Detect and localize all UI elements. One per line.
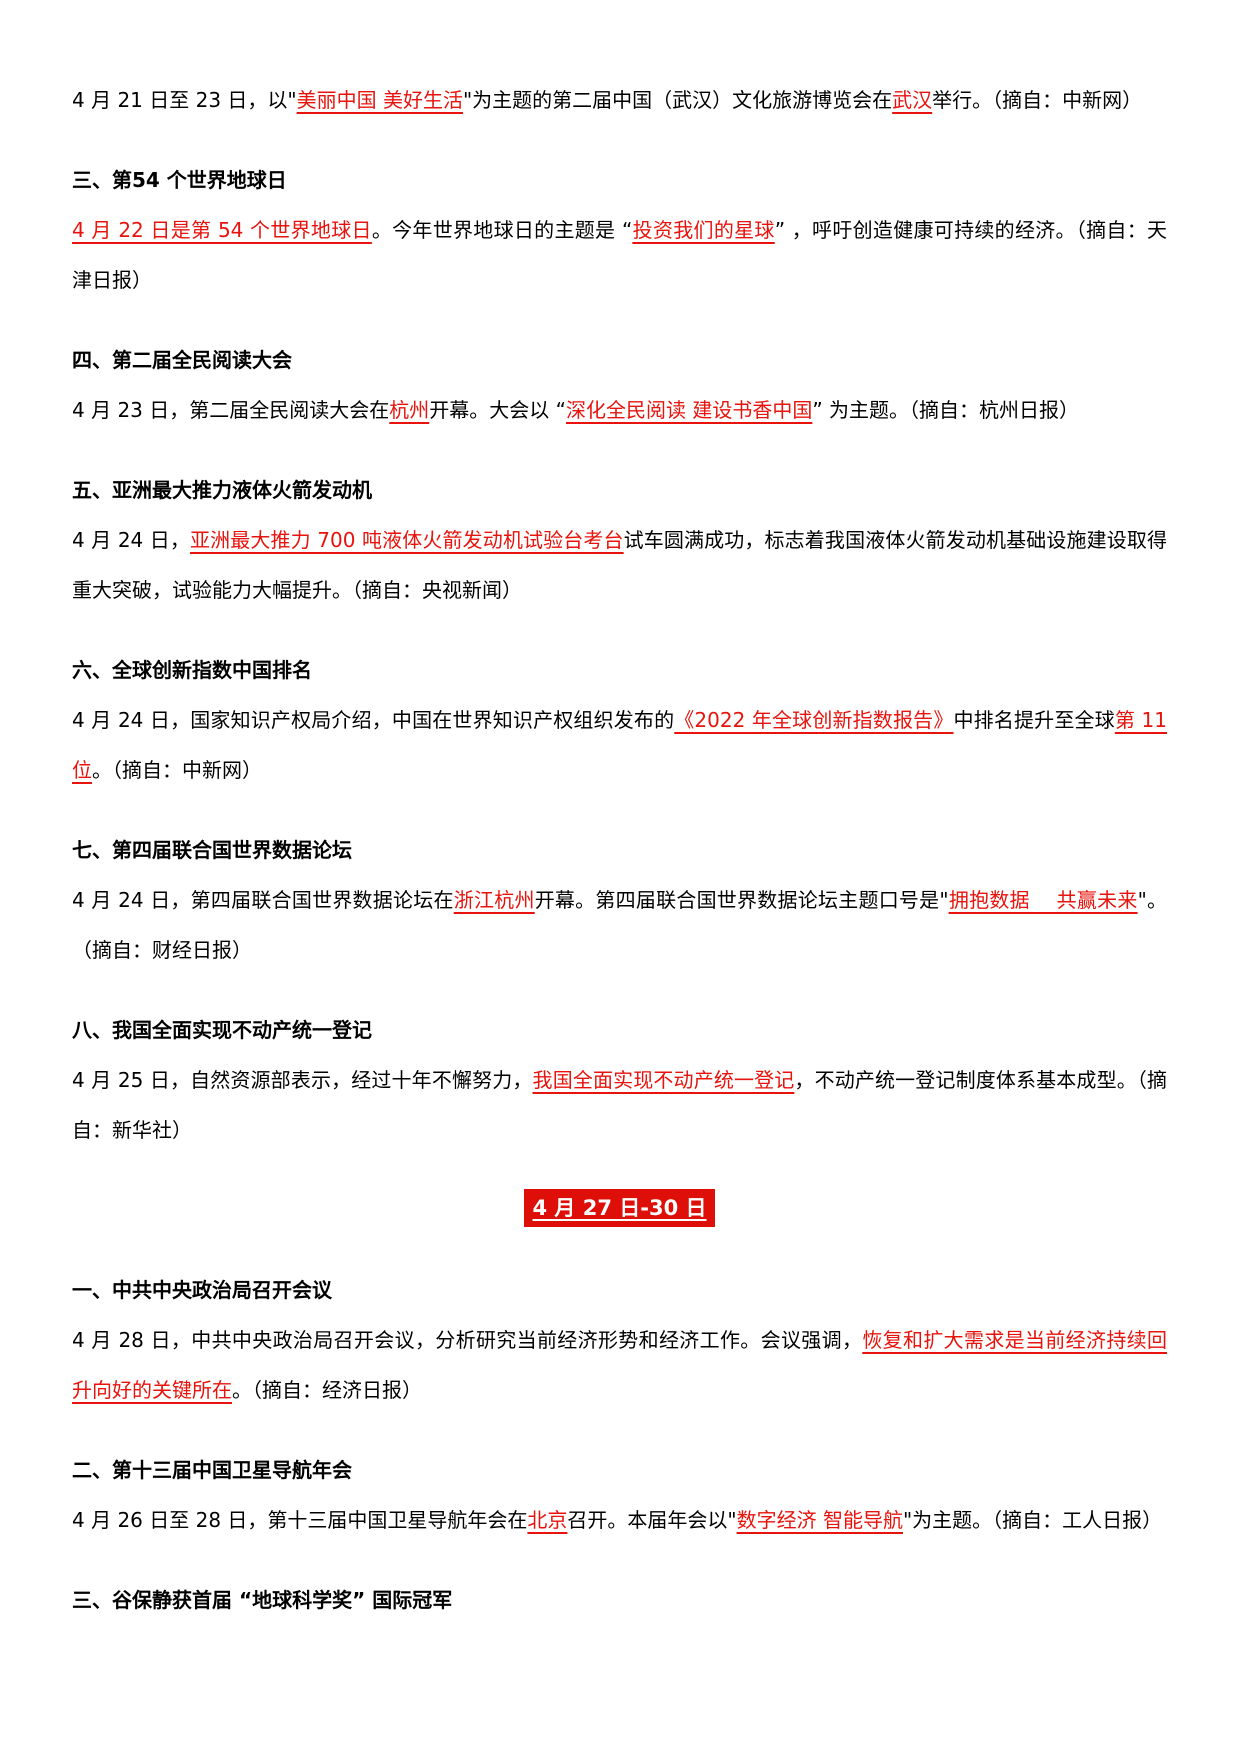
section-heading: 七、第四届联合国世界数据论坛 bbox=[72, 838, 352, 862]
highlighted-text: 美丽中国 美好生活 bbox=[296, 88, 463, 112]
body-text: 。今年世界地球日的主题是 “ bbox=[371, 218, 633, 242]
body-text: "。（摘自：财经日报） bbox=[72, 888, 1168, 962]
body-text: 4 月 26 日至 28 日，第十三届中国卫星导航年会在 bbox=[72, 1508, 528, 1532]
section-heading: 六、全球创新指数中国排名 bbox=[72, 658, 312, 682]
paragraph: 4 月 21 日至 23 日，以"美丽中国 美好生活"为主题的第二届中国（武汉）… bbox=[72, 75, 1167, 125]
section-heading: 四、第二届全民阅读大会 bbox=[72, 348, 292, 372]
paragraph: 4 月 22 日是第 54 个世界地球日。今年世界地球日的主题是 “投资我们的星… bbox=[72, 205, 1167, 305]
date-banner: 4 月 27 日-30 日 bbox=[524, 1189, 715, 1227]
section-heading: 一、中共中央政治局召开会议 bbox=[72, 1278, 332, 1302]
date-banner-row: 4 月 27 日-30 日 bbox=[72, 1185, 1167, 1235]
body-text: 4 月 23 日，第二届全民阅读大会在 bbox=[72, 398, 390, 422]
highlighted-text: 武汉 bbox=[892, 88, 933, 112]
body-text: 。（摘自：经济日报） bbox=[232, 1378, 422, 1402]
highlighted-text: 第 11 位 bbox=[72, 708, 1167, 782]
highlighted-text: 4 月 22 日是第 54 个世界地球日 bbox=[72, 218, 372, 242]
body-text: ，不动产统一登记制度体系基本成型。（摘自：新华社） bbox=[72, 1068, 1168, 1142]
paragraph: 4 月 24 日，亚洲最大推力 700 吨液体火箭发动机试验台考台试车圆满成功，… bbox=[72, 515, 1167, 615]
body-text: ” 为主题。（摘自：杭州日报） bbox=[812, 398, 1080, 422]
highlighted-text: 深化全民阅读 建设书香中国 bbox=[565, 398, 813, 422]
body-text: 试车圆满成功，标志着我国液体火箭发动机基础设施建设取得重大突破，试验能力大幅提升… bbox=[72, 528, 1168, 602]
document-content: 4 月 21 日至 23 日，以"美丽中国 美好生活"为主题的第二届中国（武汉）… bbox=[72, 75, 1167, 1625]
body-text: 。（摘自：中新网） bbox=[92, 758, 262, 782]
highlighted-text: 拥抱数据 共赢未来 bbox=[948, 888, 1138, 912]
highlighted-text: 《2022 年全球创新指数报告》 bbox=[674, 708, 954, 732]
highlighted-text: 投资我们的星球 bbox=[632, 218, 775, 242]
body-text: "为主题。（摘自：工人日报） bbox=[902, 1508, 1163, 1532]
section-heading: 八、我国全面实现不动产统一登记 bbox=[72, 1018, 372, 1042]
body-text: 4 月 25 日，自然资源部表示，经过十年不懈努力， bbox=[72, 1068, 533, 1092]
section-heading: 五、亚洲最大推力液体火箭发动机 bbox=[72, 478, 372, 502]
body-text: ” ，呼吁创造健康可持续的经济。（摘自：天津日报） bbox=[72, 218, 1168, 292]
highlighted-text: 恢复和扩大需求是当前经济持续回升向好的关键所在 bbox=[72, 1328, 1168, 1402]
body-text: 举行。（摘自：中新网） bbox=[932, 88, 1143, 112]
section-heading: 二、第十三届中国卫星导航年会 bbox=[72, 1458, 352, 1482]
highlighted-text: 亚洲最大推力 700 吨液体火箭发动机试验台考台 bbox=[190, 528, 624, 552]
body-text: 中排名提升至全球 bbox=[953, 708, 1115, 732]
body-text: 开幕。大会以 “ bbox=[429, 398, 566, 422]
body-text: "为主题的第二届中国（武汉）文化旅游博览会在 bbox=[462, 88, 893, 112]
paragraph: 4 月 28 日，中共中央政治局召开会议，分析研究当前经济形势和经济工作。会议强… bbox=[72, 1315, 1167, 1415]
paragraph: 4 月 26 日至 28 日，第十三届中国卫星导航年会在北京召开。本届年会以"数… bbox=[72, 1495, 1167, 1545]
highlighted-text: 杭州 bbox=[389, 398, 430, 422]
body-text: 4 月 28 日，中共中央政治局召开会议，分析研究当前经济形势和经济工作。会议强… bbox=[72, 1328, 863, 1352]
highlighted-text: 北京 bbox=[527, 1508, 568, 1532]
highlighted-text: 浙江杭州 bbox=[453, 888, 535, 912]
highlighted-text: 我国全面实现不动产统一登记 bbox=[532, 1068, 795, 1092]
body-text: 4 月 24 日，第四届联合国世界数据论坛在 bbox=[72, 888, 454, 912]
paragraph: 4 月 25 日，自然资源部表示，经过十年不懈努力，我国全面实现不动产统一登记，… bbox=[72, 1055, 1167, 1155]
body-text: 召开。本届年会以" bbox=[567, 1508, 737, 1532]
section-heading: 三、第54 个世界地球日 bbox=[72, 168, 287, 192]
paragraph: 4 月 24 日，第四届联合国世界数据论坛在浙江杭州开幕。第四届联合国世界数据论… bbox=[72, 875, 1167, 975]
body-text: 4 月 24 日，国家知识产权局介绍，中国在世界知识产权组织发布的 bbox=[72, 708, 675, 732]
paragraph: 4 月 24 日，国家知识产权局介绍，中国在世界知识产权组织发布的《2022 年… bbox=[72, 695, 1167, 795]
paragraph: 4 月 23 日，第二届全民阅读大会在杭州开幕。大会以 “深化全民阅读 建设书香… bbox=[72, 385, 1167, 435]
body-text: 4 月 24 日， bbox=[72, 528, 191, 552]
body-text: 4 月 21 日至 23 日，以" bbox=[72, 88, 297, 112]
section-heading: 三、谷保静获首届 “地球科学奖” 国际冠军 bbox=[72, 1588, 453, 1612]
body-text: 开幕。第四届联合国世界数据论坛主题口号是" bbox=[534, 888, 949, 912]
highlighted-text: 数字经济 智能导航 bbox=[736, 1508, 903, 1532]
